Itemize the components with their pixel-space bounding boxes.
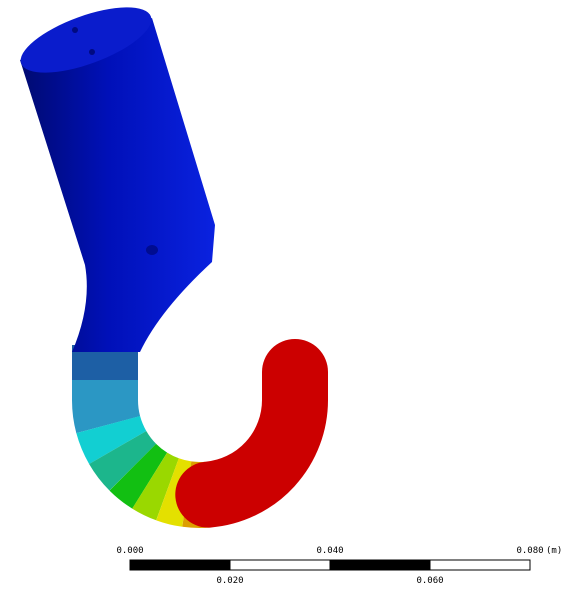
hole: [146, 245, 158, 255]
scale-label: 0.080: [516, 546, 543, 556]
band-teal: [118, 448, 133, 468]
hook-model: [13, 0, 295, 495]
band-yellow-green: [150, 481, 168, 490]
band-light-blue: [105, 380, 108, 425]
scale-bar: 0.000 0.040 0.080 (m) 0.020 0.060: [116, 546, 562, 586]
scale-segment: [330, 560, 430, 570]
scale-unit: (m): [546, 546, 562, 556]
scale-label: 0.060: [416, 576, 443, 586]
scale-label: 0.040: [316, 546, 343, 556]
band-red: [208, 372, 295, 495]
hole: [72, 27, 78, 33]
band-cyan: [108, 425, 118, 448]
scale-segment: [230, 560, 330, 570]
hole: [89, 49, 95, 55]
scale-segment: [430, 560, 530, 570]
scale-label: 0.020: [216, 576, 243, 586]
viewport: 0.000 0.040 0.080 (m) 0.020 0.060: [0, 0, 575, 589]
scale-segment: [130, 560, 230, 570]
band-green: [133, 467, 150, 480]
scale-label: 0.000: [116, 546, 143, 556]
